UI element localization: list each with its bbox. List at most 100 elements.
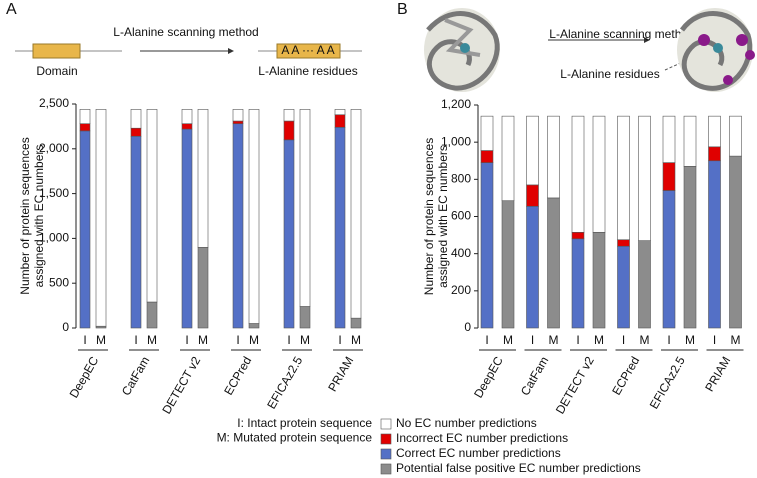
bar-segment [79, 109, 91, 125]
y-tick-label: 0 [62, 320, 69, 334]
bar-segment [130, 109, 142, 129]
bar-segment [197, 247, 209, 329]
bar-segment [638, 240, 651, 329]
domain-box [276, 43, 341, 59]
bar-segment [197, 109, 209, 248]
y-tick-label: 0 [464, 320, 471, 334]
bar-segment [181, 123, 193, 130]
bar-label: M [96, 333, 106, 347]
bar-segment [708, 160, 721, 329]
bar-label: I [134, 333, 137, 347]
bar-segment [299, 306, 311, 329]
bar-segment [248, 323, 260, 329]
bar-label: M [640, 333, 650, 347]
bar-label: M [731, 333, 741, 347]
x-tick-label: DeepEC [67, 354, 102, 401]
bar-segment [501, 115, 515, 202]
x-tick-label: DeepEC [471, 354, 506, 401]
y-axis-label: Number of protein sequences [422, 138, 436, 295]
bar-segment [729, 155, 742, 329]
bar-segment [526, 184, 539, 207]
bar-label: M [549, 333, 559, 347]
bar-segment [547, 197, 560, 329]
y-tick-label: 200 [451, 283, 471, 297]
bar-label: I [485, 333, 488, 347]
x-tick-label: ECPred [609, 354, 642, 397]
panel-label: A [6, 1, 17, 18]
y-tick-label: 1,000 [441, 134, 471, 148]
bar-segment [283, 120, 295, 141]
bar-segment [146, 301, 158, 329]
legend-swatch [380, 463, 392, 475]
bar-segment [480, 162, 494, 329]
bar-segment [683, 166, 697, 329]
bar-segment [283, 109, 295, 122]
bar-label: I [83, 333, 86, 347]
bar-segment [662, 190, 676, 329]
bar-segment [708, 115, 721, 148]
bar-segment [146, 109, 158, 303]
legend-swatch [380, 433, 392, 445]
panel-label: B [397, 1, 408, 18]
bar-segment [592, 115, 606, 233]
residues-label: L-Alanine residues [560, 67, 659, 81]
legend-swatch [380, 418, 392, 430]
bar-segment [662, 162, 676, 191]
x-tick-label: CatFam [119, 354, 152, 398]
y-tick-label: 1,500 [39, 186, 69, 200]
bar-segment [480, 115, 494, 151]
legend-note: I: Intact protein sequence [237, 416, 372, 430]
bar-label: I [713, 333, 716, 347]
method-label: L-Alanine scanning method [549, 27, 694, 41]
legend-label: Incorrect EC number predictions [396, 431, 568, 445]
residue-box-label: A A ··· A A [281, 43, 334, 57]
bar-label: M [147, 333, 157, 347]
bar-segment [729, 115, 742, 157]
bar-segment [350, 109, 362, 319]
x-tick-label: CatFam [518, 354, 551, 398]
y-tick-label: 2,500 [39, 96, 69, 110]
bar-segment [501, 200, 515, 329]
bar-segment [350, 317, 362, 329]
bar-segment [130, 135, 142, 329]
protein-structure [677, 8, 755, 92]
x-tick-label: PRIAM [702, 354, 733, 394]
bar-segment [708, 146, 721, 162]
legend-label: No EC number predictions [396, 416, 537, 430]
bar-segment [299, 109, 311, 307]
bar-segment [181, 109, 193, 125]
bar-segment [526, 205, 539, 329]
residues-label: L-Alanine residues [258, 64, 357, 78]
legend-label: Potential false positive EC number predi… [396, 461, 641, 475]
bar-label: M [249, 333, 259, 347]
bar-label: M [198, 333, 208, 347]
bar-label: I [622, 333, 625, 347]
bar-segment [662, 115, 676, 163]
y-tick-label: 400 [451, 246, 471, 260]
x-tick-label: PRIAM [325, 354, 356, 394]
bar-segment [638, 115, 651, 241]
bar-segment [547, 115, 560, 199]
y-axis-label: Number of protein sequences [18, 137, 32, 294]
y-tick-label: 800 [451, 172, 471, 186]
bar-label: I [667, 333, 670, 347]
y-tick-label: 2,000 [39, 141, 69, 155]
legend-note: M: Mutated protein sequence [217, 431, 373, 445]
x-tick-label: DETECT v2 [553, 354, 597, 417]
bar-label: I [531, 333, 534, 347]
bar-segment [248, 109, 260, 324]
bar-label: I [287, 333, 290, 347]
legend-swatch [380, 448, 392, 460]
bar-segment [283, 139, 295, 329]
bar-segment [232, 109, 244, 122]
bar-label: M [594, 333, 604, 347]
bar-segment [334, 109, 346, 116]
bar-segment [480, 150, 494, 163]
bar-segment [79, 123, 91, 132]
bar-segment [130, 127, 142, 137]
bar-segment [181, 128, 193, 329]
x-tick-label: EFICAz2.5 [264, 354, 305, 412]
bar-segment [571, 231, 585, 240]
y-tick-label: 1,200 [441, 97, 471, 111]
